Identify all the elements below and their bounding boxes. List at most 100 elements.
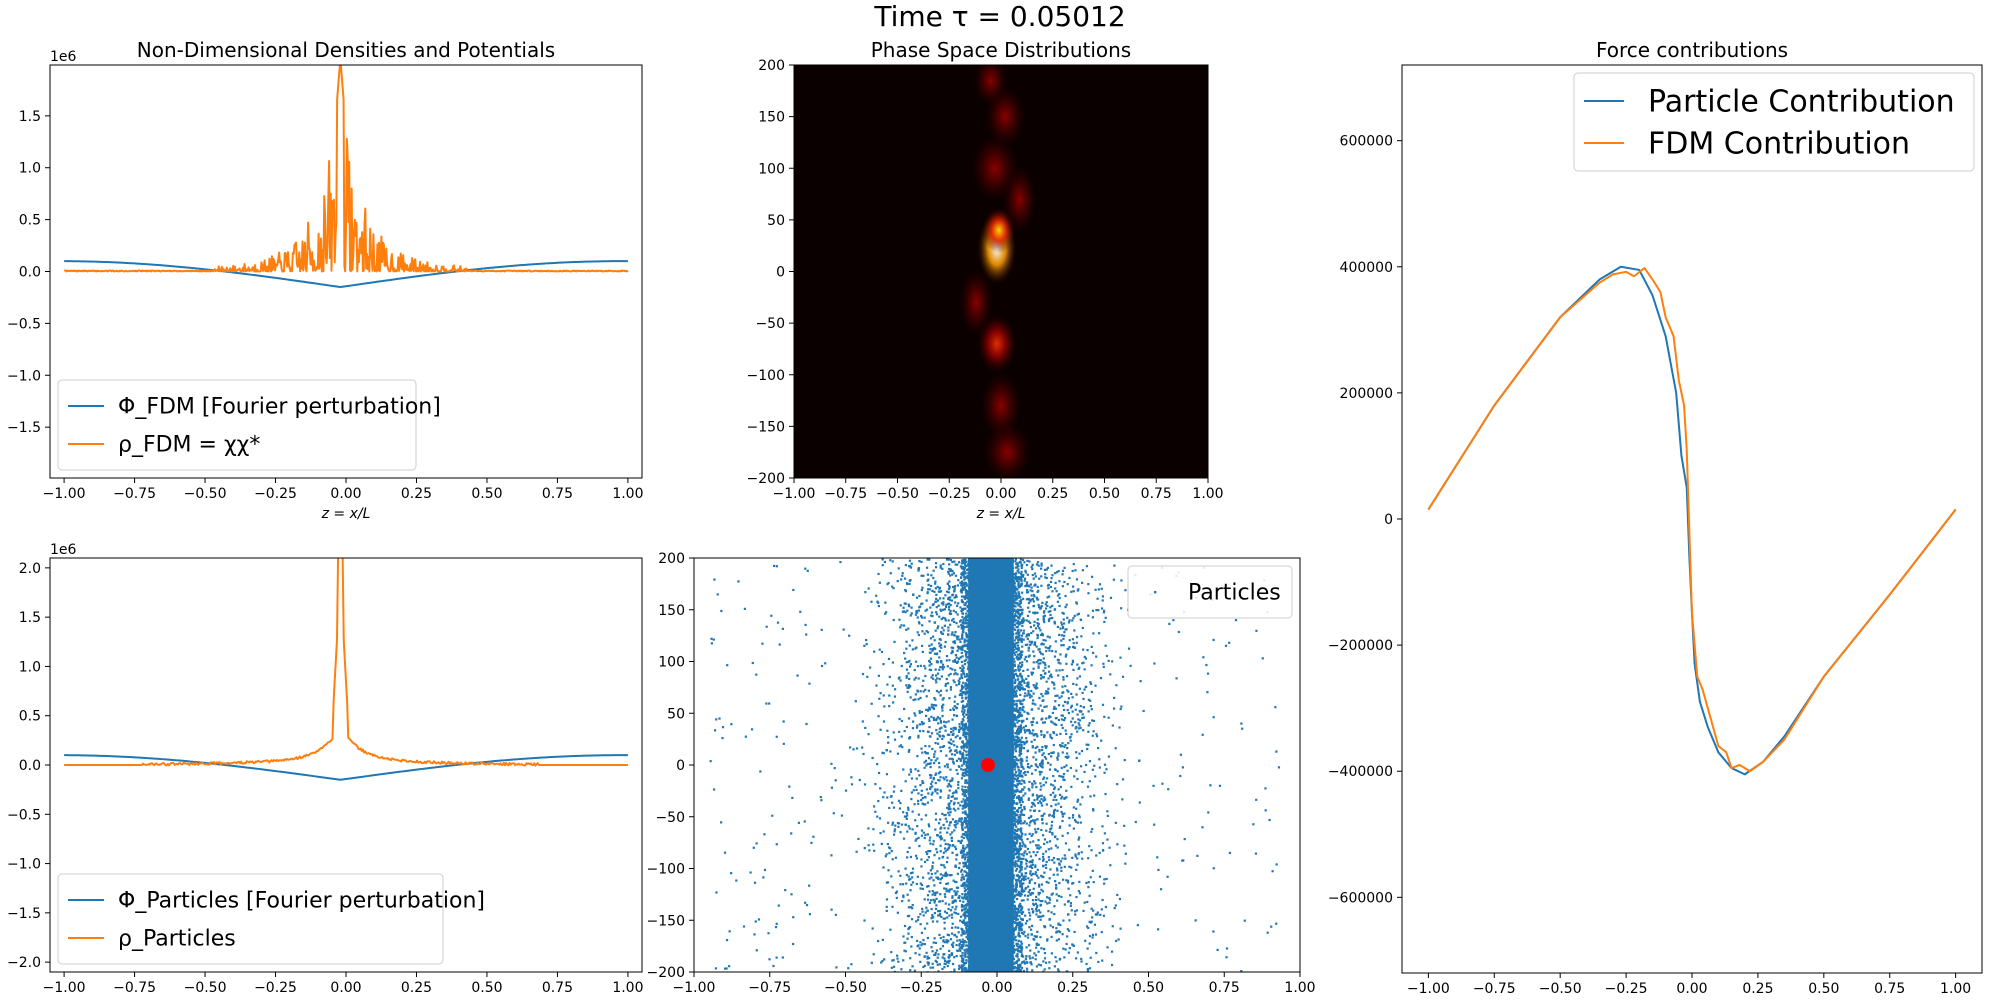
particle-point bbox=[1041, 814, 1045, 817]
particle-point bbox=[940, 876, 944, 880]
particle-point bbox=[1028, 560, 1031, 563]
particle-point bbox=[1112, 578, 1115, 581]
particle-point bbox=[961, 825, 964, 828]
particle-point bbox=[1014, 613, 1017, 616]
particle-point bbox=[799, 610, 802, 613]
particle-point bbox=[1065, 732, 1068, 735]
particle-point bbox=[1034, 844, 1038, 847]
particle-point bbox=[1075, 725, 1078, 728]
particle-point bbox=[962, 768, 965, 772]
particle-point bbox=[1117, 938, 1120, 941]
particle-point bbox=[1062, 618, 1065, 621]
particle-point bbox=[1039, 652, 1043, 655]
particle-point bbox=[906, 583, 909, 586]
particle-point bbox=[788, 785, 791, 788]
particle-point bbox=[903, 577, 907, 580]
particle-point bbox=[1042, 752, 1045, 755]
particle-point bbox=[947, 591, 950, 594]
particle-point bbox=[1016, 834, 1019, 837]
particle-point bbox=[928, 773, 932, 777]
particle-point bbox=[1020, 865, 1023, 869]
particle-point bbox=[1051, 814, 1054, 817]
particle-point bbox=[962, 565, 965, 569]
particle-point bbox=[1017, 774, 1020, 777]
particle-point bbox=[1034, 828, 1037, 831]
particle-point bbox=[1091, 827, 1094, 831]
particle-point bbox=[1056, 694, 1059, 697]
particle-point bbox=[957, 819, 960, 823]
particle-point bbox=[1030, 805, 1033, 808]
particle-point bbox=[919, 605, 922, 608]
particle-point bbox=[1098, 758, 1101, 761]
particle-point bbox=[964, 771, 967, 774]
particle-point bbox=[1028, 944, 1031, 947]
particle-point bbox=[1069, 894, 1072, 897]
x-tick-label: −1.00 bbox=[1407, 981, 1450, 997]
particle-point bbox=[953, 824, 956, 827]
particle-point bbox=[1098, 766, 1101, 769]
particle-point bbox=[938, 912, 942, 915]
legend-box bbox=[57, 379, 417, 471]
particle-point bbox=[1017, 904, 1021, 907]
particle-point bbox=[961, 931, 964, 934]
particle-point bbox=[921, 586, 924, 589]
particle-point bbox=[937, 822, 941, 825]
particle-point bbox=[948, 750, 952, 753]
particle-point bbox=[1043, 721, 1046, 724]
particle-point bbox=[884, 601, 887, 604]
particle-point bbox=[1022, 969, 1026, 972]
particle-point bbox=[881, 938, 884, 941]
particle-point bbox=[1090, 664, 1093, 667]
particle-point bbox=[961, 940, 964, 943]
particle-point bbox=[902, 606, 905, 609]
particle-point bbox=[930, 732, 934, 735]
particle-point bbox=[1020, 853, 1024, 856]
particle-point bbox=[1032, 910, 1035, 913]
particle-point bbox=[1071, 696, 1074, 699]
particle-point bbox=[1261, 657, 1264, 660]
particle-point bbox=[1017, 571, 1020, 574]
particle-point bbox=[946, 856, 949, 859]
particle-point bbox=[930, 907, 933, 911]
particle-point bbox=[1021, 721, 1024, 724]
particle-point bbox=[907, 878, 911, 881]
particle-point bbox=[1051, 649, 1054, 653]
particle-point bbox=[961, 713, 965, 716]
particle-point bbox=[1025, 660, 1029, 663]
particle-point bbox=[906, 814, 909, 817]
particle-point bbox=[1030, 721, 1033, 724]
particle-point bbox=[1018, 603, 1021, 606]
heatmap-blob bbox=[976, 314, 1017, 374]
particle-point bbox=[1056, 858, 1059, 861]
particle-point bbox=[958, 939, 961, 942]
particle-point bbox=[932, 716, 935, 720]
particle-point bbox=[931, 966, 935, 969]
particle-point bbox=[1081, 857, 1084, 860]
particle-point bbox=[953, 829, 956, 832]
particle-point bbox=[955, 880, 958, 884]
particle-point bbox=[956, 745, 959, 748]
particle-point bbox=[889, 572, 892, 575]
particle-point bbox=[830, 762, 833, 765]
particle-point bbox=[934, 678, 937, 682]
particle-point bbox=[947, 782, 950, 786]
particle-point bbox=[1016, 732, 1019, 735]
particle-point bbox=[1052, 681, 1055, 685]
x-tick-label: 0.50 bbox=[1089, 486, 1120, 502]
particle-point bbox=[960, 934, 963, 937]
particle-point bbox=[1063, 580, 1066, 584]
particle-point bbox=[942, 864, 945, 867]
particle-point bbox=[921, 796, 924, 800]
particle-point bbox=[712, 638, 715, 641]
particle-point bbox=[1041, 748, 1044, 752]
particle-point bbox=[1069, 735, 1072, 739]
particle-point bbox=[1063, 865, 1066, 868]
x-tick-label: −0.75 bbox=[824, 486, 867, 502]
particle-point bbox=[1268, 818, 1271, 822]
particle-point bbox=[1044, 663, 1047, 666]
particle-point bbox=[1020, 827, 1023, 830]
particle-point bbox=[1032, 734, 1035, 737]
particle-point bbox=[962, 746, 966, 749]
particle-point bbox=[902, 959, 905, 962]
particle-point bbox=[1019, 558, 1022, 561]
